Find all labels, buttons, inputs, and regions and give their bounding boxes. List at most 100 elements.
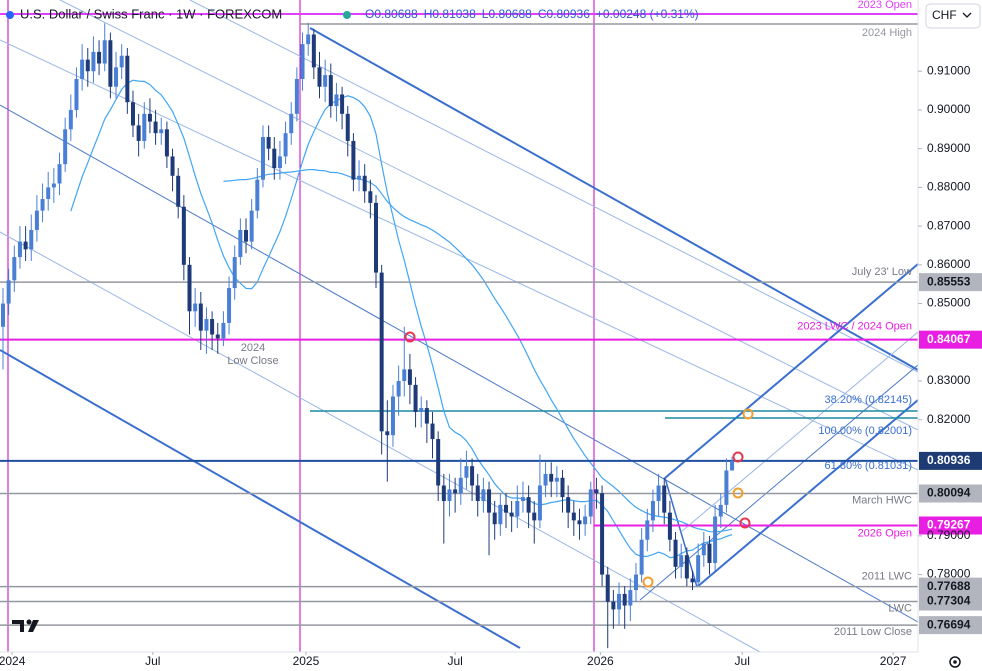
candle-body xyxy=(108,40,113,87)
candle-body xyxy=(283,133,288,157)
low-close-label: Low Close xyxy=(227,355,278,367)
price-badge xyxy=(919,616,982,635)
candle-body xyxy=(718,504,723,517)
candle-body xyxy=(532,512,537,521)
candle-body xyxy=(430,423,435,440)
candle-body xyxy=(334,94,339,107)
candle-body xyxy=(520,497,525,502)
candle-body xyxy=(492,512,497,525)
candle-body xyxy=(272,148,277,169)
candle-body xyxy=(80,59,85,79)
candle-body xyxy=(300,44,305,79)
candle-body xyxy=(453,489,458,494)
moving-average xyxy=(70,79,733,559)
candle-body xyxy=(566,497,571,513)
settings-icon[interactable] xyxy=(949,656,961,668)
marker xyxy=(642,576,654,588)
candle-body xyxy=(159,129,164,134)
candle-body xyxy=(617,593,622,610)
reference-note: 2023 Open xyxy=(858,0,912,11)
candle-body xyxy=(311,34,316,68)
candle-body xyxy=(696,555,701,583)
price-badge xyxy=(919,592,982,611)
price-badge xyxy=(919,484,982,503)
candle-body xyxy=(487,489,492,513)
price-badge-label: 0.77688 xyxy=(927,579,971,593)
candle-body xyxy=(181,206,186,265)
candle-body xyxy=(0,303,5,327)
candle-body xyxy=(605,574,610,602)
candle-body xyxy=(611,601,616,610)
trend-line xyxy=(59,0,919,431)
level-note: 2011 LWC xyxy=(862,571,912,583)
fib-label: 100.00% (0.82001) xyxy=(818,425,912,437)
candle-body xyxy=(114,67,119,87)
logo-part xyxy=(12,620,24,632)
candle-body xyxy=(198,303,203,331)
y-tick-label: 0.87000 xyxy=(927,218,971,232)
y-tick-label: 0.88000 xyxy=(927,180,971,194)
x-tick-label: Jul xyxy=(735,654,750,668)
candle-body xyxy=(357,175,362,180)
candle-body xyxy=(526,497,531,513)
settings-icon[interactable] xyxy=(953,660,957,664)
candle-body xyxy=(164,129,169,157)
level-note: LWC xyxy=(888,602,912,614)
symbol-icon xyxy=(6,11,14,19)
candle-body xyxy=(125,55,130,103)
logo-part xyxy=(26,619,32,625)
channel-line xyxy=(664,263,919,479)
candle-body xyxy=(509,512,514,517)
candle-body xyxy=(227,288,232,323)
candle-body xyxy=(583,516,588,525)
candle-body xyxy=(419,408,424,412)
candle-body xyxy=(662,485,667,513)
candle-body xyxy=(413,384,418,412)
price-badge-label: 0.85553 xyxy=(927,274,971,288)
candle-body xyxy=(277,156,282,169)
candles xyxy=(0,22,735,649)
candle-body xyxy=(656,485,661,502)
trend-line xyxy=(0,349,521,649)
price-badge-label: 0.84067 xyxy=(927,332,971,346)
candle-body xyxy=(340,94,345,114)
candle-body xyxy=(684,555,689,579)
currency[interactable]: CHF xyxy=(932,8,957,22)
drawings xyxy=(0,0,919,653)
candle-body xyxy=(374,202,379,273)
candle-body xyxy=(102,40,107,64)
y-tick-label: 0.89000 xyxy=(927,141,971,155)
reference-note: 2024 High xyxy=(862,27,912,39)
candle-body xyxy=(645,520,650,540)
y-tick-label: 0.79000 xyxy=(927,528,971,542)
header-value: C0.80936 xyxy=(538,7,590,21)
candle-body xyxy=(600,493,605,575)
candle-body xyxy=(543,473,548,486)
trend-line xyxy=(0,104,919,623)
level-note: 2023 LWC / 2024 Open xyxy=(797,321,912,333)
y-tick-label: 0.86000 xyxy=(927,257,971,271)
candle-body xyxy=(673,539,678,567)
level-note: March HWC xyxy=(852,494,912,506)
price-badge xyxy=(919,516,982,535)
candle-body xyxy=(730,460,735,471)
candle-body xyxy=(628,590,633,606)
dropdown-icon[interactable] xyxy=(962,12,972,18)
candle-body xyxy=(74,78,79,110)
candle-body xyxy=(537,485,542,521)
y-tick-label: 0.83000 xyxy=(927,373,971,387)
candle-body xyxy=(40,199,45,211)
low-close-label: 2024 xyxy=(241,342,265,354)
candle-body xyxy=(136,125,141,141)
candle-body xyxy=(176,175,181,207)
candle-body xyxy=(153,121,158,134)
candle-body xyxy=(46,187,51,200)
marker xyxy=(404,331,416,343)
currency-button[interactable] xyxy=(925,3,981,29)
price-badge xyxy=(919,577,982,596)
candle-body xyxy=(29,229,34,250)
candle-body xyxy=(57,164,62,184)
candle-body xyxy=(34,210,39,230)
